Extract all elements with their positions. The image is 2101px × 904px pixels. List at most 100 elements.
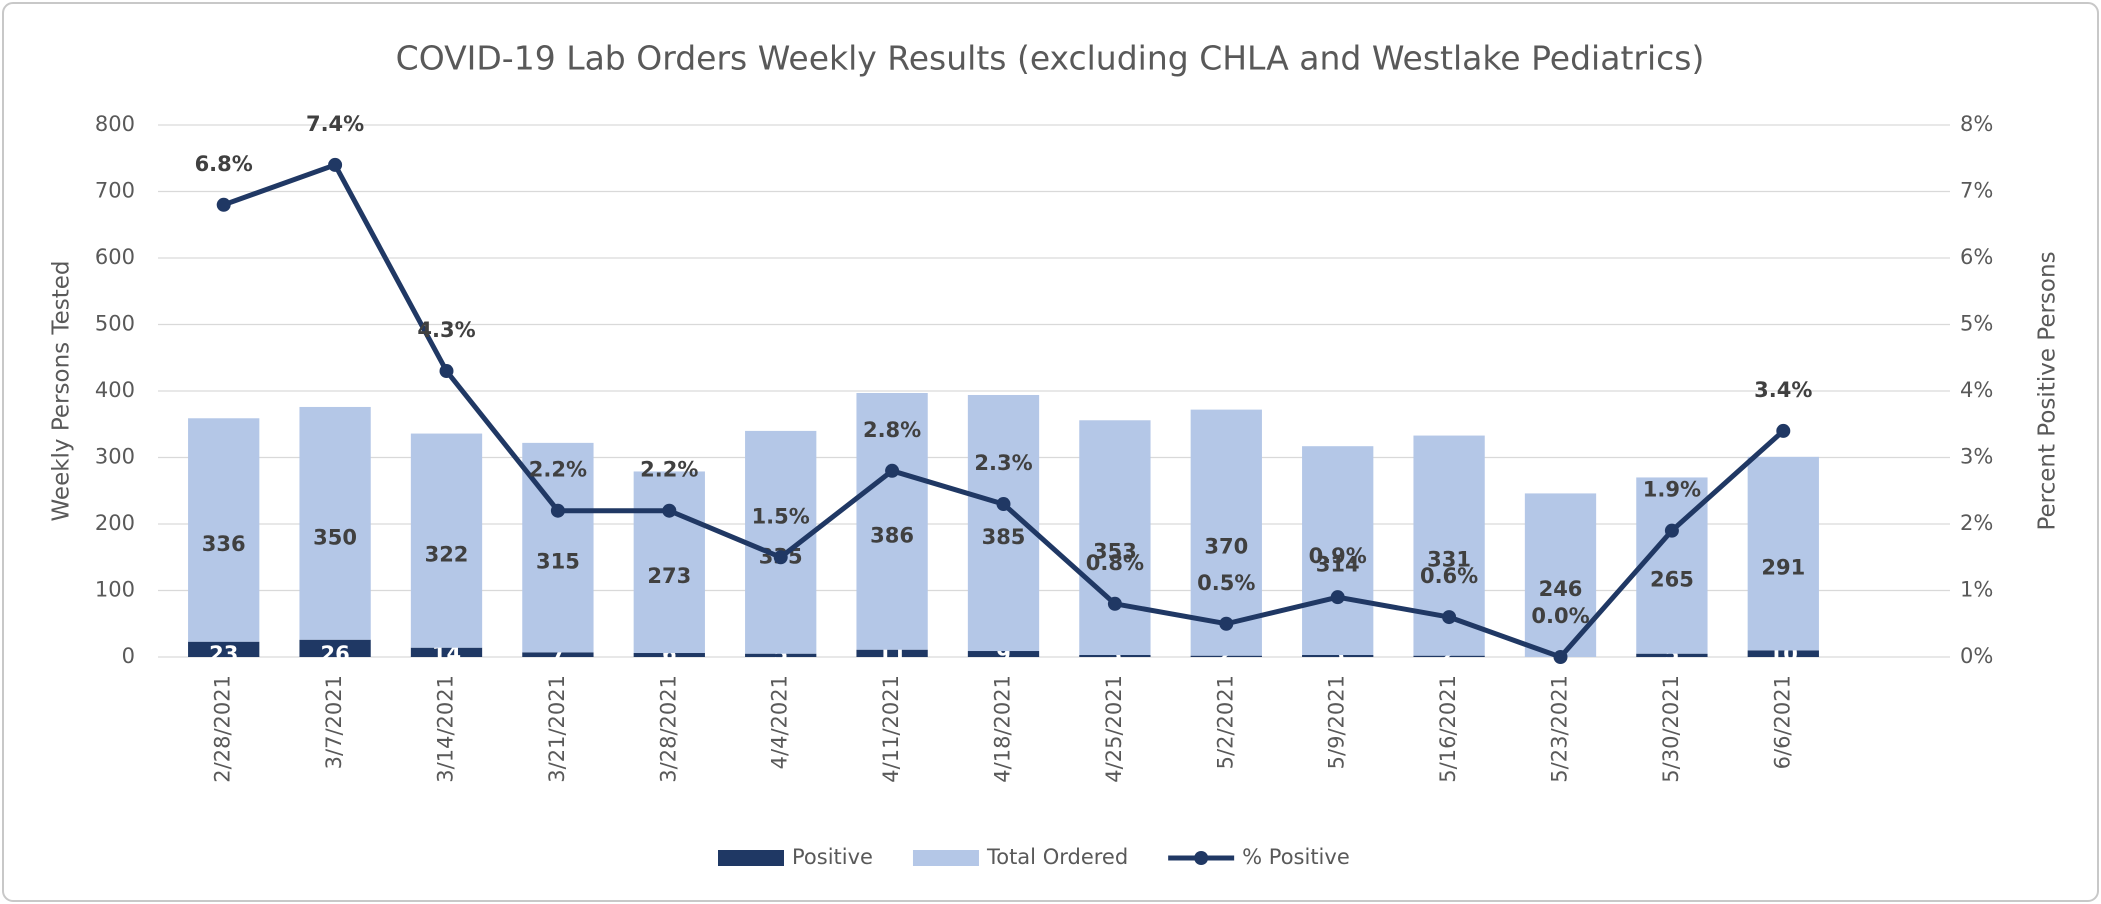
bar-label: 370 [1204, 535, 1248, 559]
y-tick-label: 100 [95, 578, 135, 602]
y-axis-title: Weekly Persons Tested [49, 261, 75, 522]
y-tick-label: 500 [95, 312, 135, 336]
bar-label: 331 [1427, 548, 1471, 572]
y2-tick-label: 8% [1960, 112, 1993, 136]
bar [1636, 653, 1708, 657]
bar-label: 315 [536, 550, 580, 574]
x-tick-label: 5/16/2021 [1436, 675, 1460, 783]
line-label: 0.8% [1086, 551, 1144, 575]
bar [188, 641, 260, 657]
y2-tick-label: 7% [1960, 179, 1993, 203]
line-marker [550, 503, 565, 518]
line-label: 7.4% [306, 112, 364, 136]
line-label: 2.2% [529, 458, 587, 482]
bar [299, 406, 371, 640]
line-label: 3.4% [1754, 378, 1812, 402]
line-label: 2.3% [974, 451, 1032, 475]
y2-tick-label: 0% [1960, 644, 1993, 668]
bar [410, 433, 483, 648]
line-marker [328, 157, 343, 172]
y-tick-label: 300 [95, 445, 135, 469]
bar [856, 649, 928, 657]
bar-label: 265 [1650, 568, 1694, 592]
line-label: 4.3% [417, 318, 475, 342]
bar [1747, 650, 1819, 657]
bar [633, 471, 705, 654]
line-label: 0.5% [1197, 571, 1255, 595]
x-tick-label: 5/9/2021 [1325, 675, 1349, 769]
bar-label: 23 [209, 642, 238, 666]
bar [1302, 446, 1374, 656]
line-label: 0.9% [1309, 544, 1367, 568]
x-tick-label: 4/25/2021 [1102, 675, 1126, 783]
bar-label: 336 [202, 532, 246, 556]
bar-label: 26 [320, 642, 349, 666]
bar-label: 314 [1316, 553, 1360, 577]
x-tick-label: 2/28/2021 [211, 675, 235, 783]
legend-swatch [912, 850, 979, 866]
line-label: 0.0% [1531, 604, 1589, 628]
bar [856, 392, 928, 650]
bar [1413, 655, 1485, 657]
line-marker [773, 550, 788, 565]
y-tick-label: 600 [95, 245, 135, 269]
legend-label: Total Ordered [986, 845, 1128, 869]
bar [1190, 655, 1262, 657]
x-tick-label: 4/18/2021 [991, 675, 1015, 783]
bar [522, 652, 594, 657]
bar-label: 246 [1539, 577, 1583, 601]
line-marker [662, 503, 677, 518]
line-label: 1.5% [752, 504, 810, 528]
y2-tick-label: 2% [1960, 511, 1993, 535]
line-marker [1442, 610, 1457, 625]
x-tick-label: 3/7/2021 [322, 675, 346, 769]
y-tick-label: 200 [95, 511, 135, 535]
bar [745, 430, 817, 654]
bar [1190, 409, 1262, 656]
bar [633, 653, 705, 657]
x-tick-label: 5/30/2021 [1659, 675, 1683, 783]
bar [1636, 477, 1708, 654]
line-marker [885, 463, 900, 478]
y-tick-label: 800 [95, 112, 135, 136]
line-label: 2.2% [640, 458, 698, 482]
line-marker [996, 497, 1011, 512]
line-marker [1107, 596, 1122, 611]
bar-label: 350 [313, 525, 357, 549]
legend-swatch [718, 850, 784, 866]
y2-tick-label: 3% [1960, 445, 1993, 469]
legend-label: Positive [792, 845, 873, 869]
line-marker [1553, 650, 1568, 664]
bar [967, 394, 1040, 652]
line-marker [1219, 616, 1234, 631]
line-marker [439, 364, 454, 379]
y2-axis-title: Percent Positive Persons [2035, 251, 2061, 530]
bar-label: 386 [870, 523, 914, 547]
line-marker [216, 197, 231, 212]
y-tick-label: 400 [95, 378, 135, 402]
bar [299, 639, 371, 657]
legend-label: % Positive [1242, 845, 1350, 869]
legend-swatch [1194, 851, 1209, 865]
bar [1079, 420, 1151, 656]
line-label: 2.8% [863, 418, 921, 442]
bar-label: 322 [425, 543, 469, 567]
chart-title: COVID-19 Lab Orders Weekly Results (excl… [396, 39, 1705, 78]
y-tick-label: 0 [122, 644, 135, 668]
bar [1302, 655, 1374, 657]
bar [745, 653, 817, 657]
line-label: 6.8% [195, 152, 253, 176]
x-tick-label: 3/14/2021 [434, 675, 458, 783]
bar-label: 385 [982, 525, 1026, 549]
bar [967, 651, 1040, 657]
x-tick-label: 5/23/2021 [1548, 675, 1572, 783]
y2-tick-label: 6% [1960, 245, 1993, 269]
bar [188, 418, 260, 642]
y-tick-label: 700 [95, 179, 135, 203]
bar [410, 647, 483, 657]
y2-tick-label: 4% [1960, 378, 1993, 402]
x-tick-label: 3/21/2021 [545, 675, 569, 783]
y2-tick-label: 5% [1960, 312, 1993, 336]
